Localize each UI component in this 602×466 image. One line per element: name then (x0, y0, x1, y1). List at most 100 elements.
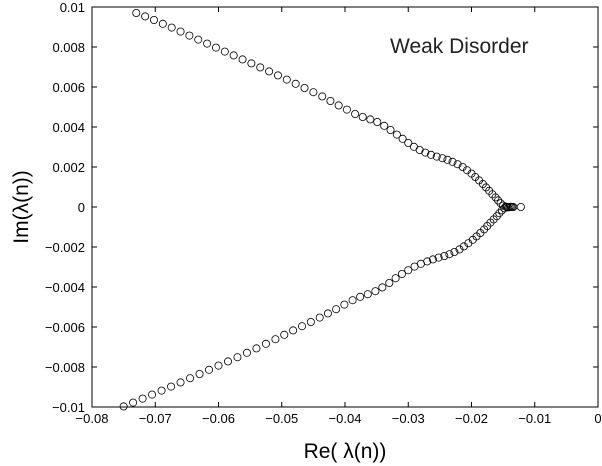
data-point (195, 369, 204, 378)
y-tick-label: −0.008 (45, 360, 85, 375)
data-point (334, 101, 343, 110)
data-point (404, 138, 413, 147)
x-axis-label: Re( λ(n)) (304, 440, 387, 463)
x-tick-label: −0.08 (76, 411, 109, 426)
x-tick-label: −0.05 (265, 411, 298, 426)
data-point (492, 212, 501, 221)
data-point (421, 148, 430, 157)
data-point (261, 339, 270, 348)
data-point (397, 269, 406, 278)
data-point (214, 361, 223, 370)
data-point (495, 209, 504, 218)
data-point (176, 27, 185, 36)
data-point (167, 382, 176, 391)
data-point (491, 193, 500, 202)
x-tick-label: −0.04 (329, 411, 362, 426)
data-point (450, 247, 459, 256)
data-point (186, 374, 195, 383)
chart-annotation: Weak Disorder (390, 35, 529, 58)
data-point (415, 145, 424, 154)
data-point (318, 92, 327, 101)
data-point (271, 335, 280, 344)
x-tick-label: −0.03 (392, 411, 425, 426)
data-point (326, 97, 335, 106)
data-point (211, 43, 220, 52)
y-tick-label: −0.006 (45, 320, 85, 335)
data-point (443, 155, 452, 164)
data-point (453, 160, 462, 169)
data-point (342, 105, 351, 114)
x-tick-label: 0 (594, 411, 601, 426)
x-tick-label: −0.01 (518, 411, 551, 426)
data-point (297, 322, 306, 331)
data-point (434, 253, 443, 262)
data-point (455, 245, 464, 254)
y-tick-label: 0 (78, 200, 85, 215)
data-point (185, 31, 194, 40)
plot-frame (91, 6, 599, 408)
data-point (157, 386, 166, 395)
x-tick-label: −0.07 (139, 411, 172, 426)
y-tick-label: 0.01 (60, 0, 85, 15)
data-point (138, 394, 147, 403)
y-tick-label: −0.01 (52, 400, 85, 415)
data-point (378, 283, 387, 292)
data-point (351, 110, 360, 119)
data-point (132, 8, 141, 17)
data-point (229, 51, 238, 60)
x-tick-label: −0.06 (202, 411, 235, 426)
data-point (291, 79, 300, 88)
data-point (265, 67, 274, 76)
x-tick-label: −0.02 (455, 411, 488, 426)
data-point (309, 88, 318, 97)
data-point (432, 152, 441, 161)
data-point (256, 63, 265, 72)
data-point (358, 113, 367, 122)
data-point (392, 130, 401, 139)
y-tick-label: 0.006 (52, 80, 85, 95)
data-point (306, 317, 315, 326)
data-point (129, 398, 138, 407)
data-point (242, 348, 251, 357)
data-point (494, 196, 503, 205)
data-point (252, 344, 261, 353)
y-tick-label: 0.002 (52, 160, 85, 175)
data-point (356, 292, 365, 301)
data-point (158, 19, 167, 28)
data-point (380, 121, 389, 130)
data-point (149, 15, 158, 24)
y-axis-label: Im(λ(n)) (10, 170, 33, 243)
data-point (332, 305, 341, 314)
data-point (428, 255, 437, 264)
y-tick-label: 0.008 (52, 40, 85, 55)
data-point (205, 365, 214, 374)
data-point (315, 313, 324, 322)
data-point (340, 300, 349, 309)
data-point (247, 59, 256, 68)
data-point (280, 330, 289, 339)
data-point (366, 115, 375, 124)
data-point (273, 71, 282, 80)
data-point (363, 290, 372, 299)
data-point (440, 251, 449, 260)
data-point (323, 309, 332, 318)
x-axis-ticks: −0.08 −0.07 −0.06 −0.05 −0.04 −0.03 −0.02 −0.01… (76, 7, 602, 426)
data-point (373, 118, 382, 127)
data-point (404, 266, 413, 275)
data-point (167, 23, 176, 32)
data-point (371, 287, 380, 296)
data-point (386, 126, 395, 135)
data-point (238, 55, 247, 64)
data-point (176, 378, 185, 387)
data-point (427, 150, 436, 159)
data-point (423, 257, 432, 266)
data-point (220, 47, 229, 56)
data-point (119, 402, 128, 411)
data-point (223, 357, 232, 366)
data-point (348, 296, 357, 305)
data-point (300, 84, 309, 93)
data-point (233, 353, 242, 362)
data-point (194, 35, 203, 44)
data-point (391, 274, 400, 283)
